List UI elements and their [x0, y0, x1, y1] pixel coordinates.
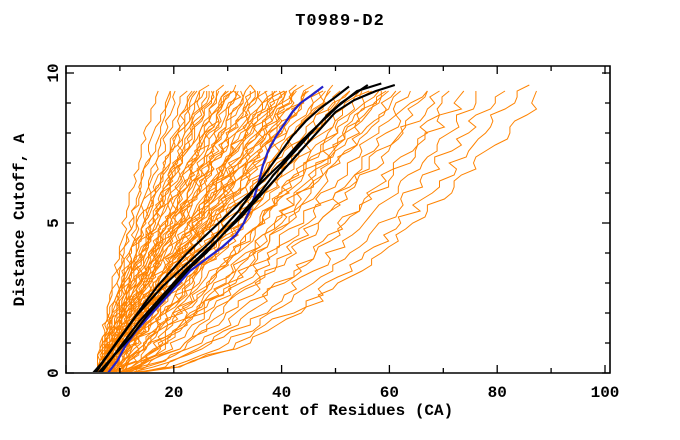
server-model-curve — [97, 90, 215, 372]
server-model-curve — [110, 90, 387, 372]
server-model-curve — [104, 91, 210, 372]
server-model-curve — [123, 90, 440, 372]
server-model-curve — [123, 90, 465, 372]
highlighted-model-black-4-curve — [92, 82, 382, 372]
server-model-curve — [97, 90, 159, 372]
server-model-curve — [138, 90, 450, 372]
curves-layer — [92, 82, 538, 372]
server-model-curve — [104, 90, 261, 372]
server-model-curve — [131, 91, 477, 372]
server-model-curve — [121, 90, 351, 372]
highlighted-model-blue-curve — [107, 85, 324, 372]
server-model-curve — [134, 90, 428, 372]
x-tick-label: 0 — [61, 384, 71, 402]
server-model-curve — [122, 90, 360, 372]
x-tick-label: 40 — [272, 384, 291, 402]
server-model-curve — [120, 90, 402, 372]
server-model-curve — [101, 90, 307, 372]
server-model-curve — [99, 91, 171, 372]
server-model-curve — [106, 90, 205, 372]
y-tick-label: 5 — [45, 218, 63, 228]
y-tick-label: 0 — [45, 368, 63, 378]
y-axis-label: Distance Cutoff, A — [11, 133, 29, 307]
y-tick-label: 10 — [45, 63, 63, 82]
x-tick-label: 60 — [380, 384, 399, 402]
x-tick-label: 80 — [488, 384, 507, 402]
x-axis-label: Percent of Residues (CA) — [222, 402, 454, 420]
server-model-curve — [118, 90, 397, 372]
server-model-curve — [95, 90, 234, 372]
server-model-curve — [112, 90, 246, 372]
server-model-curve — [99, 90, 227, 372]
server-model-curve — [135, 90, 389, 372]
server-model-curve — [131, 84, 530, 372]
server-model-curve — [94, 90, 200, 372]
server-model-curve — [120, 90, 370, 372]
server-model-curve — [139, 90, 538, 372]
x-tick-label: 20 — [164, 384, 183, 402]
ticks-layer — [65, 66, 610, 374]
server-model-curve — [101, 90, 239, 372]
x-tick-label: 100 — [591, 384, 620, 402]
server-model-curve — [103, 91, 273, 372]
server-model-curve — [118, 90, 428, 372]
server-model-curve — [100, 91, 251, 372]
server-model-curve — [109, 90, 288, 372]
server-model-curve — [129, 90, 411, 372]
highlighted-model-black-3-curve — [100, 83, 396, 372]
server-model-curve — [121, 90, 324, 372]
chart-title: T0989-D2 — [295, 12, 385, 31]
server-model-curve — [136, 90, 506, 372]
server-model-curve — [121, 91, 382, 372]
server-model-curve — [104, 84, 237, 372]
server-model-curve — [97, 90, 215, 372]
